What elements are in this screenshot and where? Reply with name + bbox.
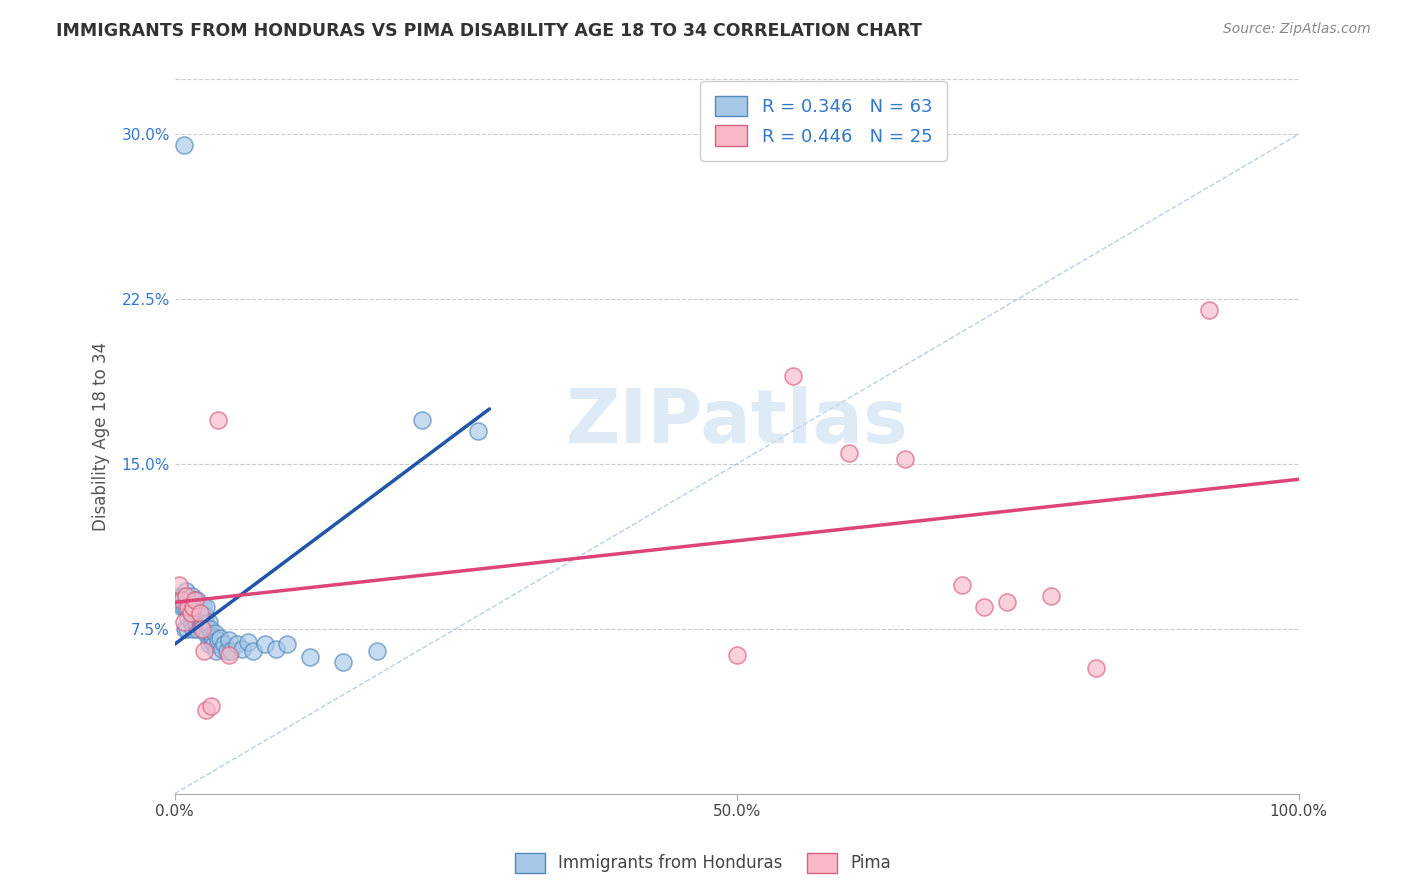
Point [170, 599, 193, 614]
Point [195, 617, 218, 632]
Y-axis label: Disability Age 18 to 34: Disability Age 18 to 34 [93, 342, 110, 531]
Point [186, 593, 208, 607]
Point [184, 602, 207, 616]
Point [193, 644, 215, 658]
Point [894, 452, 917, 467]
Point [173, 599, 195, 614]
Point [184, 613, 207, 627]
Point [198, 622, 221, 636]
Point [208, 631, 231, 645]
Point [177, 611, 200, 625]
Point [188, 607, 211, 621]
Point [191, 617, 214, 632]
Point [838, 446, 860, 460]
Point [180, 604, 202, 618]
Point [207, 413, 229, 427]
Point [1085, 661, 1108, 675]
Point [180, 607, 202, 621]
Point [411, 413, 433, 427]
Point [467, 424, 489, 438]
Point [195, 703, 218, 717]
Point [184, 593, 207, 607]
Point [169, 589, 191, 603]
Point [174, 589, 197, 603]
Point [298, 650, 321, 665]
Point [194, 608, 217, 623]
Point [201, 635, 224, 649]
Point [186, 615, 208, 629]
Point [181, 599, 204, 614]
Point [191, 622, 214, 636]
Point [172, 589, 194, 603]
Point [200, 628, 222, 642]
Point [191, 613, 214, 627]
Point [173, 615, 195, 629]
Point [253, 637, 276, 651]
Point [202, 631, 225, 645]
Point [170, 593, 193, 607]
Point [190, 619, 212, 633]
Point [995, 595, 1018, 609]
Point [186, 622, 208, 636]
Text: ZIPatlas: ZIPatlas [565, 385, 908, 458]
Point [782, 368, 804, 383]
Point [973, 599, 995, 614]
Point [174, 584, 197, 599]
Point [187, 611, 209, 625]
Point [176, 622, 198, 636]
Point [183, 607, 205, 621]
Point [195, 599, 218, 614]
Point [174, 599, 197, 614]
Point [191, 599, 214, 614]
Text: IMMIGRANTS FROM HONDURAS VS PIMA DISABILITY AGE 18 TO 34 CORRELATION CHART: IMMIGRANTS FROM HONDURAS VS PIMA DISABIL… [56, 22, 922, 40]
Point [190, 604, 212, 618]
Point [200, 698, 222, 713]
Point [197, 637, 219, 651]
Point [218, 632, 240, 647]
Point [212, 637, 235, 651]
Point [169, 578, 191, 592]
Point [188, 607, 211, 621]
Point [193, 624, 215, 638]
Point [276, 637, 298, 651]
Point [1198, 303, 1220, 318]
Point [204, 626, 226, 640]
Point [1040, 589, 1063, 603]
Point [179, 593, 201, 607]
Point [177, 599, 200, 614]
Point [181, 622, 204, 636]
Point [264, 641, 287, 656]
Point [174, 622, 197, 636]
Point [197, 615, 219, 629]
Point [332, 655, 354, 669]
Point [236, 635, 259, 649]
Text: Source: ZipAtlas.com: Source: ZipAtlas.com [1223, 22, 1371, 37]
Point [173, 138, 195, 153]
Point [242, 644, 264, 658]
Point [950, 578, 973, 592]
Point [231, 641, 253, 656]
Point [183, 593, 205, 607]
Point [211, 641, 233, 656]
Point [218, 648, 240, 662]
Legend: Immigrants from Honduras, Pima: Immigrants from Honduras, Pima [508, 847, 898, 880]
Point [180, 589, 202, 603]
Point [219, 644, 242, 658]
Point [215, 644, 238, 658]
Point [205, 644, 228, 658]
Point [725, 648, 748, 662]
Legend: R = 0.346   N = 63, R = 0.446   N = 25: R = 0.346 N = 63, R = 0.446 N = 25 [700, 81, 946, 161]
Point [177, 595, 200, 609]
Point [207, 632, 229, 647]
Point [180, 615, 202, 629]
Point [366, 644, 388, 658]
Point [225, 637, 247, 651]
Point [197, 628, 219, 642]
Point [202, 637, 225, 651]
